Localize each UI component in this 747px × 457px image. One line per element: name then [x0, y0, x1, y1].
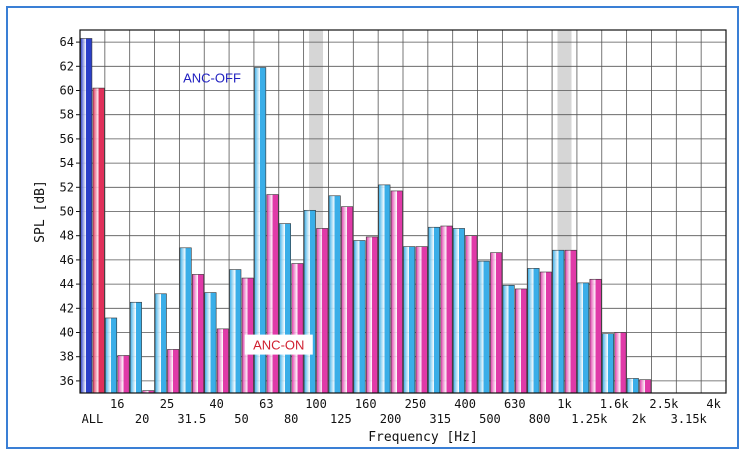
x-tick-label: 16 — [110, 397, 124, 411]
bar-anc-off-1.25k — [577, 282, 590, 394]
bar-anc-on-31.5 — [192, 274, 205, 394]
bar-anc-on-63 — [266, 194, 279, 394]
y-axis-title: SPL [dB] — [33, 180, 48, 243]
bar-anc-off-500 — [477, 260, 490, 394]
y-tick-label: 50 — [60, 205, 74, 219]
chart-frame: 36 38 40 42 44 46 48 50 52 54 56 58 60 62 64 ALL 16 20 25… — [6, 6, 739, 449]
y-tick-label: 36 — [60, 374, 74, 388]
bar-anc-off-125 — [328, 195, 341, 394]
bar-anc-on-40 — [216, 328, 229, 394]
bar-anc-off-20 — [129, 301, 142, 394]
bar-anc-off-800 — [527, 268, 540, 394]
y-tick-label: 40 — [60, 326, 74, 340]
bar-anc-on-630 — [515, 288, 528, 394]
annotation-anc-off: ANC-OFF — [183, 70, 241, 85]
x-tick-labels: ALL16202531.5405063801001251602002503154… — [82, 397, 722, 426]
bar-anc-off-2k — [626, 378, 639, 394]
x-tick-label: 31.5 — [177, 412, 206, 426]
y-tick-labels: 36 38 40 42 44 46 48 50 52 54 56 58 60 62 64 — [60, 35, 80, 388]
bar-anc-off-200 — [378, 184, 391, 394]
bar-anc-on-1.25k — [589, 278, 602, 394]
bar-anc-on-1k — [564, 249, 577, 394]
bar-anc-off-50 — [229, 269, 242, 394]
bar-anc-on-2k — [639, 379, 652, 394]
bar-anc-on-1.6k — [614, 332, 627, 394]
bar-anc-off-100 — [303, 209, 316, 394]
x-tick-label: 200 — [380, 412, 402, 426]
bar-anc-on-160 — [365, 236, 378, 394]
x-tick-label: 63 — [259, 397, 273, 411]
y-tick-label: 38 — [60, 350, 74, 364]
x-tick-label: 100 — [305, 397, 327, 411]
x-tick-label: 1.25k — [571, 412, 608, 426]
x-tick-label: 500 — [479, 412, 501, 426]
bar-anc-on-16 — [117, 355, 130, 394]
bar-anc-on-500 — [490, 252, 503, 394]
bar-anc-on-315 — [440, 225, 453, 394]
bar-anc-off-250 — [403, 246, 416, 394]
y-tick-label: 64 — [60, 35, 74, 49]
bar-anc-off-40 — [204, 292, 217, 394]
bar-anc-off-160 — [353, 240, 366, 394]
x-tick-label: 160 — [355, 397, 377, 411]
y-tick-label: 62 — [60, 59, 74, 73]
bar-anc-off-16 — [105, 317, 118, 394]
x-tick-label: 125 — [330, 412, 352, 426]
x-tick-label: 40 — [209, 397, 223, 411]
x-tick-label: 25 — [160, 397, 174, 411]
x-tick-label: 315 — [429, 412, 451, 426]
plot-border — [79, 29, 727, 394]
bar-anc-off-80 — [278, 223, 291, 394]
spl-bar-chart: 36 38 40 42 44 46 48 50 52 54 56 58 60 62 64 ALL 16 20 25… — [33, 29, 727, 445]
y-tick-label: 44 — [60, 277, 74, 291]
y-tick-label: 48 — [60, 229, 74, 243]
grid-lines — [80, 30, 726, 393]
x-tick-label: 2.5k — [649, 397, 679, 411]
bar-anc-on-800 — [539, 271, 552, 394]
bar-anc-on-ALL — [92, 87, 105, 394]
bar-anc-off-ALL — [80, 38, 93, 394]
x-tick-label: 4k — [706, 397, 721, 411]
bar-anc-on-125 — [341, 206, 354, 394]
x-tick-label: ALL — [82, 412, 104, 426]
y-tick-label: 46 — [60, 253, 74, 267]
x-tick-label: 3.15k — [671, 412, 708, 426]
bar-anc-off-315 — [428, 226, 441, 394]
bar-anc-on-200 — [390, 190, 403, 394]
y-tick-label: 54 — [60, 156, 74, 170]
bar-anc-off-25 — [154, 293, 167, 394]
annotation-anc-on-box: ANC-ON — [244, 334, 313, 355]
x-tick-label: 50 — [234, 412, 248, 426]
y-tick-label: 60 — [60, 84, 74, 98]
x-axis-title: Frequency [Hz] — [368, 430, 478, 445]
x-tick-label: 20 — [135, 412, 149, 426]
x-tick-label: 1.6k — [600, 397, 630, 411]
x-tick-label: 250 — [405, 397, 427, 411]
bar-anc-off-31.5 — [179, 247, 192, 394]
bar-anc-off-1.6k — [601, 333, 614, 394]
bar-anc-off-630 — [502, 285, 515, 394]
bar-anc-on-25 — [167, 349, 180, 394]
bar-anc-on-250 — [415, 246, 428, 394]
x-tick-label: 2k — [632, 412, 647, 426]
x-tick-label: 630 — [504, 397, 526, 411]
y-tick-label: 56 — [60, 132, 74, 146]
x-tick-label: 1k — [557, 397, 572, 411]
x-tick-label: 400 — [454, 397, 476, 411]
bar-anc-on-100 — [316, 228, 329, 394]
bar-anc-on-400 — [465, 235, 478, 394]
bar-anc-off-400 — [452, 228, 465, 394]
bar-anc-off-1k — [552, 249, 565, 394]
annotation-anc-on: ANC-ON — [253, 338, 304, 353]
bar-anc-on-80 — [291, 263, 304, 394]
x-tick-label: 800 — [529, 412, 551, 426]
x-tick-label: 80 — [284, 412, 298, 426]
y-tick-label: 58 — [60, 108, 74, 122]
y-tick-label: 52 — [60, 180, 74, 194]
y-tick-label: 42 — [60, 301, 74, 315]
